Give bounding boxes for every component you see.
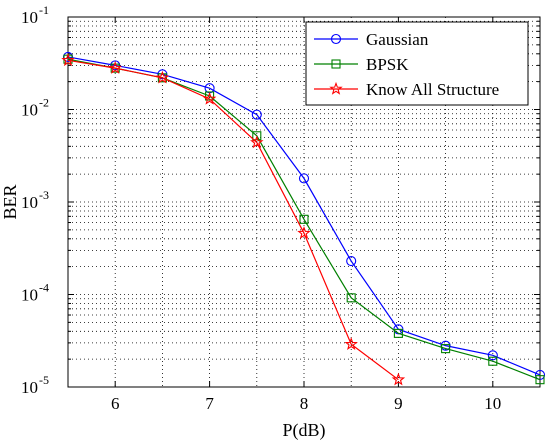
y-tick-label: 10 <box>21 286 38 305</box>
data-point-bpsk <box>299 214 309 224</box>
y-tick-label: 10 <box>21 193 38 212</box>
y-tick-exponent: -1 <box>39 3 49 17</box>
legend-label-know-all-structure: Know All Structure <box>366 80 499 99</box>
y-tick-label: 10 <box>21 8 38 27</box>
legend-marker-bpsk <box>331 59 341 69</box>
y-tick-label: 10 <box>21 378 38 397</box>
y-tick-exponent: -5 <box>39 373 49 387</box>
series-layer <box>61 51 546 386</box>
data-point-bpsk <box>488 356 498 366</box>
data-point-bpsk <box>252 131 262 141</box>
x-tick-label: 7 <box>205 394 214 413</box>
series-know-all-structure <box>61 53 406 386</box>
data-point-bpsk <box>393 328 403 338</box>
data-point-bpsk <box>346 293 356 303</box>
data-point-gaussian <box>346 255 357 267</box>
data-point-know-all-structure <box>202 91 217 105</box>
legend-label-bpsk: BPSK <box>366 55 409 74</box>
legend: Gaussian BPSK Know All Structure <box>305 21 529 106</box>
x-tick-label: 6 <box>111 394 120 413</box>
y-axis-label: BER <box>0 184 20 219</box>
data-point-gaussian <box>487 350 498 361</box>
y-tick-exponent: -4 <box>39 281 49 295</box>
x-tick-label: 10 <box>484 394 501 413</box>
y-tick-exponent: -3 <box>39 188 49 202</box>
series-line-know-all-structure <box>67 59 399 381</box>
y-tick-exponent: -2 <box>39 96 49 110</box>
series-line-gaussian <box>67 56 541 376</box>
data-point-know-all-structure <box>391 372 406 386</box>
x-axis-label: P(dB) <box>282 420 325 441</box>
data-point-gaussian <box>298 173 310 184</box>
data-point-bpsk <box>441 344 451 354</box>
data-point-know-all-structure <box>250 135 264 149</box>
x-tick-label: 9 <box>394 394 403 413</box>
data-point-bpsk <box>535 375 545 385</box>
y-tick-label: 10 <box>21 101 38 120</box>
legend-marker-gaussian <box>330 33 342 45</box>
legend-label-gaussian: Gaussian <box>366 30 429 49</box>
data-point-know-all-structure <box>155 70 170 84</box>
data-point-know-all-structure <box>108 61 122 74</box>
legend-marker-know-all-structure <box>329 81 343 95</box>
data-point-know-all-structure <box>61 53 75 67</box>
x-tick-label: 8 <box>300 394 309 413</box>
data-point-know-all-structure <box>297 226 311 239</box>
data-point-know-all-structure <box>344 337 358 350</box>
data-point-gaussian <box>251 109 262 120</box>
